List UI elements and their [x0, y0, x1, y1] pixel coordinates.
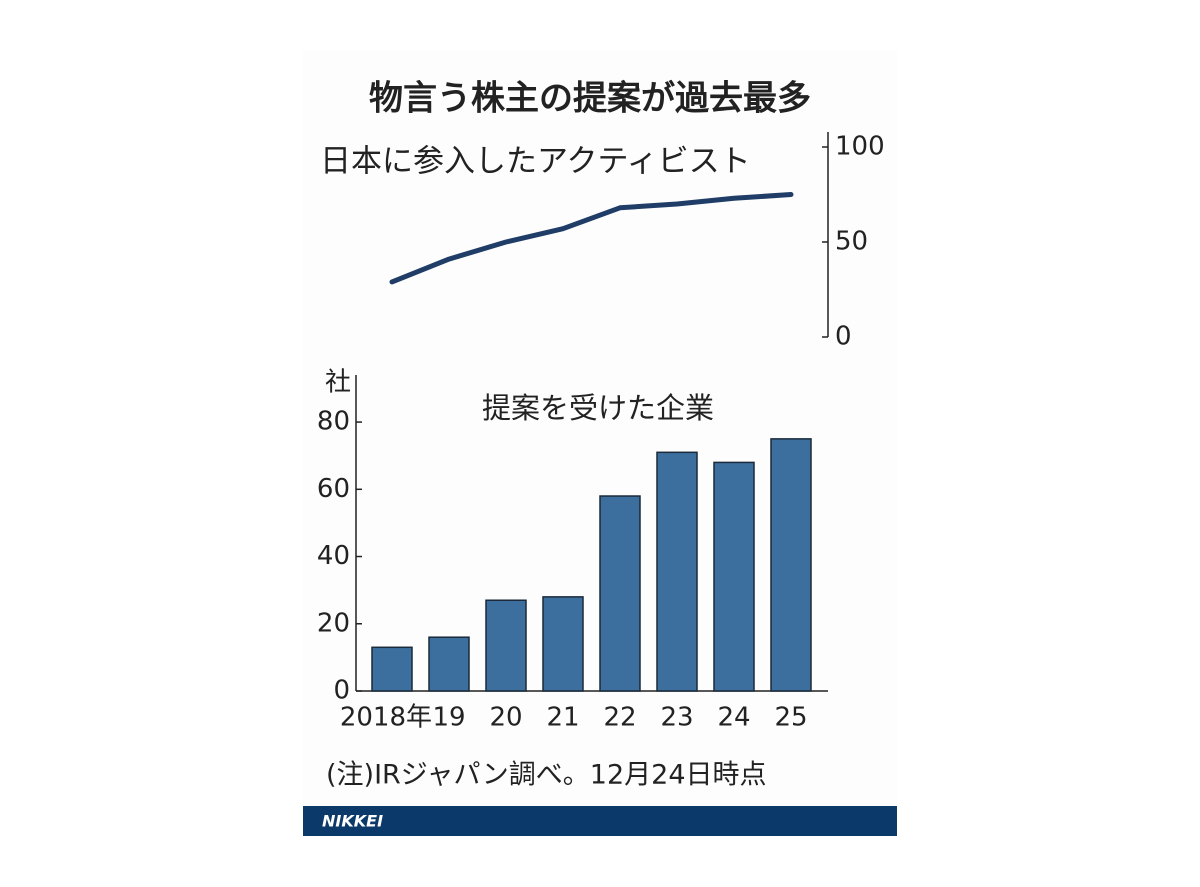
- y-tick-label: 0: [835, 322, 852, 352]
- y-tick-label: 100: [835, 132, 885, 162]
- bar: [371, 646, 413, 692]
- y-tick-label: 50: [835, 227, 868, 257]
- bar: [542, 596, 584, 692]
- y-tick-label: 80: [317, 407, 350, 437]
- x-tick-label: 25: [774, 703, 807, 733]
- x-tick-label: 24: [717, 703, 750, 733]
- x-tick-label: 23: [660, 703, 693, 733]
- bar: [713, 461, 755, 692]
- y-unit: 社: [325, 368, 351, 398]
- line-title: 日本に参入したアクティビスト: [320, 144, 751, 180]
- y-tick-label: 60: [317, 474, 350, 504]
- y-tick-label: 40: [317, 541, 350, 571]
- note: (注)IRジャパン調べ。12月24日時点: [326, 760, 767, 791]
- y-tick-label: 0: [333, 676, 350, 706]
- bar-title: 提案を受けた企業: [482, 391, 714, 425]
- chart-title: 物言う株主の提案が過去最多: [369, 79, 811, 119]
- bar: [599, 495, 641, 692]
- bar: [428, 636, 470, 692]
- footer-bar: [303, 806, 897, 836]
- x-tick-label: 2018年: [340, 703, 432, 733]
- line: [389, 192, 794, 285]
- bar: [656, 451, 698, 692]
- bar: [770, 438, 812, 692]
- bar: [485, 599, 527, 692]
- footer: NIKKEI: [322, 812, 383, 831]
- x-tick-label: 20: [489, 703, 522, 733]
- x-tick-label: 22: [603, 703, 636, 733]
- x-tick-label: 21: [546, 703, 579, 733]
- y-tick-label: 20: [317, 608, 350, 638]
- x-tick-label: 19: [432, 703, 465, 733]
